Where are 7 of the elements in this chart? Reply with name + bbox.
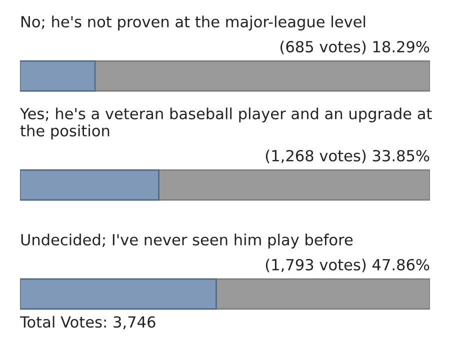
y-tick-label: Undecided; I've never seen him play before	[21, 234, 353, 248]
data-label: (685 votes) 18.29%	[280, 40, 430, 54]
data-label: (1,793 votes) 47.86%	[266, 258, 430, 272]
y-tick-label: No; he's not proven at the major-league level	[22, 16, 366, 30]
y-tick-label: Yes; he's a veteran baseball player and an upgrade at the position	[20, 108, 432, 140]
data-label: (1,268 votes) 33.85%	[266, 150, 430, 164]
annotation: Total Votes: 3,746	[20, 316, 156, 330]
